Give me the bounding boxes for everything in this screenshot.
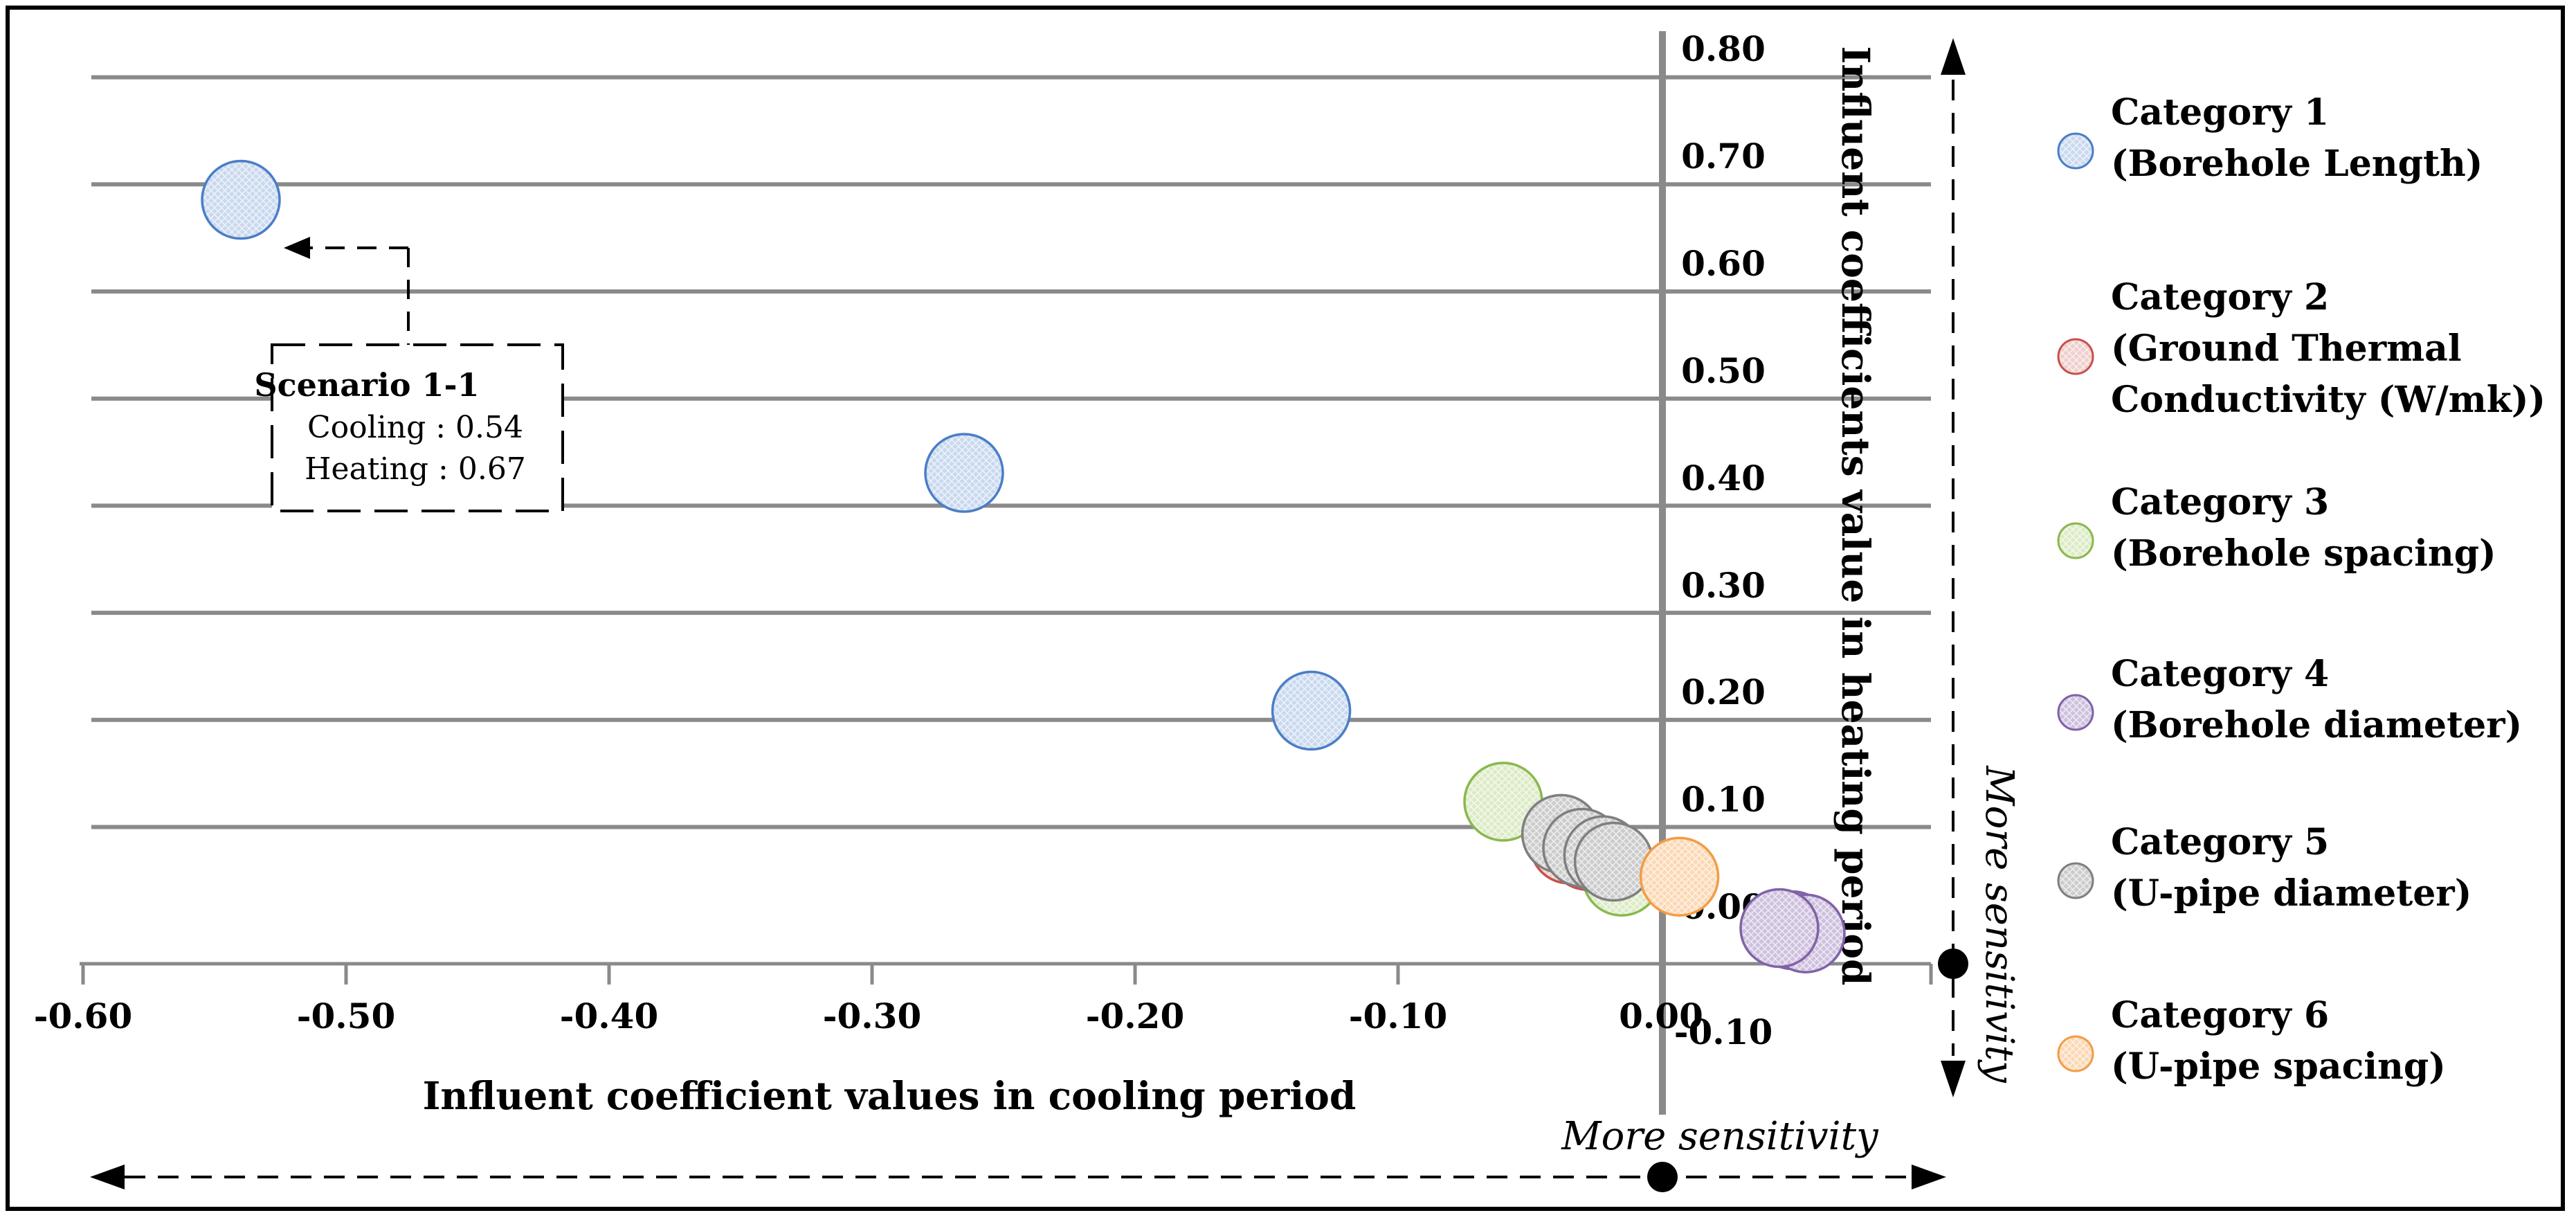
data-point-hatch bbox=[203, 162, 278, 237]
legend-title: Category 2 bbox=[2111, 276, 2329, 318]
x-tick-label: 0.00 bbox=[1619, 996, 1703, 1036]
figure-frame bbox=[6, 6, 2565, 1211]
y-sensitivity-arrow: More sensitivity bbox=[1938, 38, 2022, 1097]
y-tick-label: 0.10 bbox=[1681, 779, 1766, 820]
y-tick-label: 0.40 bbox=[1681, 458, 1766, 498]
x-tick-label: -0.30 bbox=[823, 996, 922, 1036]
legend-description: (Borehole diameter) bbox=[2111, 704, 2522, 746]
scenario-annotation: Scenario 1-1 Cooling : 0.54 Heating : 0.… bbox=[254, 237, 564, 512]
x-tick-label: -0.60 bbox=[34, 996, 133, 1036]
x-sensitivity-arrow: More sensitivity bbox=[90, 1114, 1946, 1192]
data-point-hatch bbox=[1642, 839, 1717, 915]
y-tick-label: 0.30 bbox=[1681, 565, 1766, 606]
y-tick-label: 0.80 bbox=[1681, 28, 1766, 69]
y-tick-label: 0.50 bbox=[1681, 350, 1766, 391]
legend-description: (Borehole spacing) bbox=[2111, 532, 2496, 575]
legend-title: Category 5 bbox=[2111, 821, 2329, 863]
legend-title: Category 1 bbox=[2111, 91, 2329, 134]
data-point-hatch bbox=[1742, 890, 1817, 966]
x-sensitivity-label: More sensitivity bbox=[1561, 1114, 1879, 1159]
legend-title: Category 6 bbox=[2111, 994, 2329, 1036]
y-tick-label: 0.70 bbox=[1681, 136, 1766, 177]
scenario-cooling: Cooling : 0.54 bbox=[307, 410, 523, 445]
legend-description: (Borehole Length) bbox=[2111, 143, 2483, 185]
legend-description: (Ground Thermal bbox=[2111, 327, 2462, 370]
legend-description: (U-pipe diameter) bbox=[2111, 872, 2471, 915]
legend-title: Category 4 bbox=[2111, 653, 2329, 695]
data-point-hatch bbox=[1576, 824, 1651, 899]
y-sensitivity-label: More sensitivity bbox=[1977, 765, 2022, 1084]
annotation-arrowhead bbox=[284, 237, 310, 259]
y-tick-label: 0.20 bbox=[1681, 672, 1766, 712]
x-tick-label: -0.10 bbox=[1349, 996, 1448, 1036]
x-axis-title: Influent coefficient values in cooling p… bbox=[423, 1073, 1357, 1118]
legend-title: Category 3 bbox=[2111, 481, 2329, 523]
x-tick-label: -0.20 bbox=[1086, 996, 1185, 1036]
scenario-title: Scenario 1-1 bbox=[254, 366, 479, 404]
legend-description: (U-pipe spacing) bbox=[2111, 1045, 2446, 1088]
x-tick-label: -0.40 bbox=[560, 996, 659, 1036]
data-point-hatch bbox=[927, 435, 1001, 510]
x-tick-label: -0.50 bbox=[297, 996, 396, 1036]
y-axis-title: Influent coefficients value in heating p… bbox=[1833, 46, 1878, 986]
y-tick-label: -0.10 bbox=[1674, 1012, 1773, 1052]
y-tick-label: 0.60 bbox=[1681, 243, 1766, 284]
data-point-hatch bbox=[1466, 764, 1541, 839]
data-point-hatch bbox=[1273, 673, 1349, 748]
legend-description: Conductivity (W/mk)) bbox=[2111, 379, 2546, 421]
scenario-heating: Heating : 0.67 bbox=[305, 451, 526, 487]
